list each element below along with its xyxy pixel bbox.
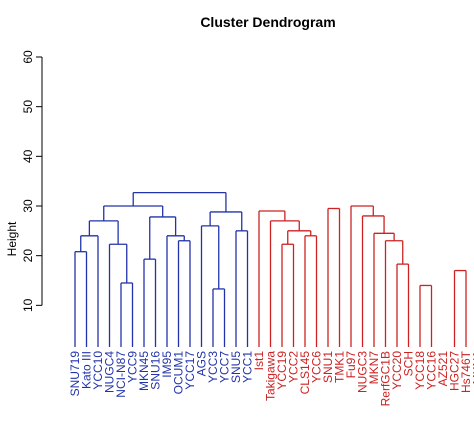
leaf-label: RerfGC1B: [379, 351, 393, 406]
leaf-label: MKN45: [137, 351, 151, 391]
leaf-label: SCH: [402, 351, 416, 376]
leaf-label: MKN7: [367, 351, 381, 385]
leaf-label: MKN1: [471, 351, 474, 385]
leaf-label: NUGC3: [356, 351, 370, 393]
leaf-label: YCC3: [206, 351, 220, 383]
leaf-label: SNU719: [68, 351, 82, 397]
dendrogram-branches: [74, 191, 467, 347]
leaf-label: YCC1: [241, 351, 255, 383]
leaf-label: HGC27: [448, 351, 462, 391]
leaf-label: Ist1: [252, 351, 266, 371]
leaf-label: IM95: [160, 351, 174, 378]
leaf-label: SNU5: [229, 351, 243, 383]
leaf-label: CLS145: [298, 351, 312, 395]
leaf-label: Hs746T: [459, 350, 473, 393]
leaf-label: YCC17: [183, 351, 197, 390]
leaf-label: TMK1: [333, 351, 347, 383]
leaf-label: Kato III: [80, 351, 94, 389]
y-tick-label: 10: [21, 298, 35, 312]
leaf-label: YCC18: [413, 351, 427, 390]
y-tick-label: 50: [21, 100, 35, 114]
leaf-label: SNU1: [321, 351, 335, 383]
leaf-label: YCC7: [218, 351, 232, 383]
y-tick-label: 40: [21, 149, 35, 163]
leaf-label: SNU16: [149, 351, 163, 390]
leaf-label: YCC2: [287, 351, 301, 383]
y-tick-label: 30: [21, 199, 35, 213]
leaf-label: OCUM1: [172, 351, 186, 395]
y-axis: 10 20 30 40 50 60: [21, 50, 43, 312]
leaf-label: Fu97: [344, 351, 358, 379]
leaf-label: YCC16: [425, 351, 439, 390]
leaf-label: YCC9: [126, 351, 140, 383]
leaf-label: YCC10: [91, 351, 105, 390]
leaf-label: AZ521: [436, 351, 450, 387]
chart-title: Cluster Dendrogram: [200, 14, 335, 30]
leaf-label: AGS: [195, 351, 209, 376]
leaf-label: YCC6: [310, 351, 324, 383]
leaf-label: NUGC4: [103, 351, 117, 393]
leaf-label: YCC19: [275, 351, 289, 390]
leaf-label: NCI-N87: [114, 351, 128, 398]
y-axis-label: Height: [5, 221, 19, 256]
y-tick-label: 60: [21, 50, 35, 64]
leaf-label: YCC20: [390, 351, 404, 390]
y-tick-label: 20: [21, 249, 35, 263]
leaf-label: Takigawa: [264, 351, 278, 401]
